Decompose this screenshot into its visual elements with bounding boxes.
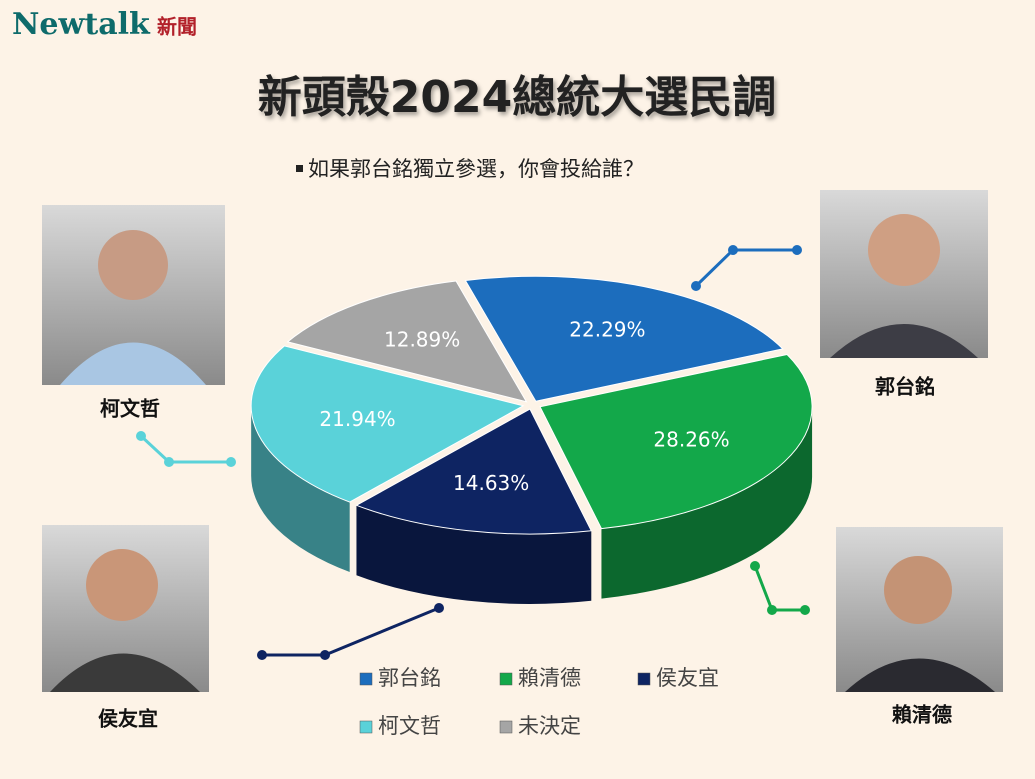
value-label: 12.89% [384,327,460,351]
bullet [296,165,303,172]
brand-suffix: 新聞 [157,15,197,39]
brand-name: Newtalk [12,7,151,42]
legend-marker [359,720,373,734]
value-label: 22.29% [569,318,645,342]
slice [539,353,813,530]
legend-label: 未決定 [518,714,581,738]
candidate-name: 侯友宜 [98,707,158,731]
value-label: 14.63% [453,471,529,495]
connector [262,606,440,657]
connector-dot [226,457,236,467]
photo [42,525,209,692]
connector-dot [320,650,330,660]
value-label: 21.94% [319,407,395,431]
chart-title: 新頭殼2024總統大選民調 [258,72,776,123]
connector-dot [750,561,760,571]
connector [753,565,805,612]
legend-marker [359,672,373,686]
photo [836,527,1003,692]
legend-marker [637,672,651,686]
photo [42,205,225,385]
slice [464,275,784,402]
connector-dot [691,281,701,291]
legend-label: 賴清德 [518,666,581,690]
slice [355,408,593,535]
candidate-name: 柯文哲 [100,397,160,421]
chart-subtitle: 如果郭台銘獨立參選，你會投給誰？ [308,157,644,181]
connector-dot [767,605,777,615]
value-label: 28.26% [653,427,729,451]
legend-label: 郭台銘 [378,666,441,690]
legend-marker [499,672,513,686]
slice [286,280,528,403]
photo [820,190,988,358]
connector-dot [434,603,444,613]
candidate-name: 郭台銘 [875,375,935,399]
legend-marker [499,720,513,734]
connector [139,434,231,464]
connector-dot [136,431,146,441]
connector-dot [257,650,267,660]
candidate-name: 賴清德 [892,703,952,727]
slice-side [601,406,813,599]
connector [694,248,797,288]
slice-side [356,505,592,605]
legend-label: 柯文哲 [378,714,441,738]
legend-label: 侯友宜 [656,666,719,690]
slice-side [251,405,350,573]
connector-dot [164,457,174,467]
photos [42,190,1003,692]
slice [250,345,525,503]
connector-dot [800,605,810,615]
connector-dot [728,245,738,255]
connector-dot [792,245,802,255]
